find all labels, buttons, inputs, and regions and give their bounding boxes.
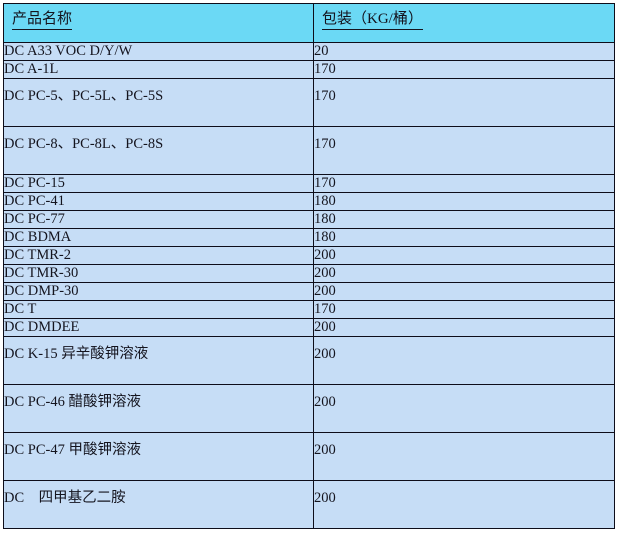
packaging-value-text: 180: [314, 211, 336, 227]
product-name-text: DC DMDEE: [4, 319, 80, 335]
product-name-text: DC TMR-2: [4, 247, 72, 263]
table-header: 产品名称 包装（KG/桶）: [3, 3, 615, 43]
cell-packaging-value: 200: [313, 246, 615, 265]
cell-packaging-value: 170: [313, 60, 615, 79]
product-name-text: DC PC-41: [4, 193, 65, 209]
packaging-value-text: 20: [314, 43, 329, 59]
cell-product-name: DC A33 VOC D/Y/W: [3, 42, 314, 61]
table-row: DC PC-5、PC-5L、PC-5S 170: [3, 78, 615, 127]
product-name-text: DC 四甲基乙二胺: [4, 490, 126, 506]
product-name-text: DC T: [4, 301, 37, 317]
table-row: DC DMP-30 200: [3, 282, 615, 301]
table-row: DC A-1L 170: [3, 60, 615, 79]
cell-packaging-value: 200: [313, 384, 615, 433]
packaging-value-text: 170: [314, 88, 336, 104]
packaging-value-text: 180: [314, 229, 336, 245]
table-row: DC TMR-30 200: [3, 264, 615, 283]
packaging-value-text: 170: [314, 175, 336, 191]
cell-packaging-value: 200: [313, 336, 615, 385]
product-name-text: DC PC-47 甲酸钾溶液: [4, 442, 141, 458]
cell-packaging-value: 200: [313, 432, 615, 481]
packaging-value-text: 200: [314, 247, 336, 263]
table-row: DC DMDEE 200: [3, 318, 615, 337]
product-name-text: DC PC-77: [4, 211, 65, 227]
cell-product-name: DC T: [3, 300, 314, 319]
table-row: DC PC-41 180: [3, 192, 615, 211]
cell-packaging-value: 170: [313, 126, 615, 175]
table-row: DC PC-47 甲酸钾溶液 200: [3, 432, 615, 481]
packaging-value-text: 170: [314, 136, 336, 152]
product-packaging-table: 产品名称 包装（KG/桶） DC A33 VOC D/Y/W 20 DC A-1L 1…: [3, 3, 615, 529]
product-name-text: DC A33 VOC D/Y/W: [4, 43, 133, 59]
column-header-packaging: 包装（KG/桶）: [313, 3, 615, 43]
cell-packaging-value: 180: [313, 228, 615, 247]
cell-product-name: DC 四甲基乙二胺: [3, 480, 314, 529]
packaging-value-text: 200: [314, 394, 336, 410]
packaging-value-text: 200: [314, 346, 336, 362]
cell-product-name: DC A-1L: [3, 60, 314, 79]
table-row: DC PC-77 180: [3, 210, 615, 229]
cell-product-name: DC DMP-30: [3, 282, 314, 301]
column-header-product-name-label: 产品名称: [12, 10, 73, 30]
table-row: DC A33 VOC D/Y/W 20: [3, 42, 615, 61]
cell-product-name: DC PC-77: [3, 210, 314, 229]
packaging-value-text: 200: [314, 319, 336, 335]
packaging-value-text: 200: [314, 283, 336, 299]
table-row: DC TMR-2 200: [3, 246, 615, 265]
product-name-text: DC PC-46 醋酸钾溶液: [4, 394, 141, 410]
cell-packaging-value: 20: [313, 42, 615, 61]
column-header-product-name: 产品名称: [3, 3, 314, 43]
cell-product-name: DC PC-5、PC-5L、PC-5S: [3, 78, 314, 127]
product-name-text: DC PC-8、PC-8L、PC-8S: [4, 136, 164, 152]
product-name-text: DC PC-15: [4, 175, 65, 191]
cell-product-name: DC BDMA: [3, 228, 314, 247]
cell-product-name: DC PC-15: [3, 174, 314, 193]
cell-packaging-value: 170: [313, 174, 615, 193]
cell-product-name: DC PC-41: [3, 192, 314, 211]
cell-product-name: DC K-15 异辛酸钾溶液: [3, 336, 314, 385]
cell-product-name: DC PC-47 甲酸钾溶液: [3, 432, 314, 481]
table-body: DC A33 VOC D/Y/W 20 DC A-1L 170 DC PC-5、PC-5…: [3, 42, 615, 529]
cell-product-name: DC PC-46 醋酸钾溶液: [3, 384, 314, 433]
product-name-text: DC PC-5、PC-5L、PC-5S: [4, 88, 164, 104]
product-name-text: DC A-1L: [4, 61, 59, 77]
table-row: DC PC-15 170: [3, 174, 615, 193]
cell-product-name: DC TMR-2: [3, 246, 314, 265]
product-name-text: DC BDMA: [4, 229, 72, 245]
table-row: DC BDMA 180: [3, 228, 615, 247]
packaging-value-text: 170: [314, 301, 336, 317]
table-header-row: 产品名称 包装（KG/桶）: [3, 3, 615, 43]
table-row: DC K-15 异辛酸钾溶液 200: [3, 336, 615, 385]
cell-packaging-value: 200: [313, 480, 615, 529]
cell-packaging-value: 180: [313, 210, 615, 229]
packaging-value-text: 200: [314, 442, 336, 458]
product-name-text: DC DMP-30: [4, 283, 79, 299]
cell-packaging-value: 200: [313, 264, 615, 283]
packaging-value-text: 170: [314, 61, 336, 77]
table-row: DC PC-46 醋酸钾溶液 200: [3, 384, 615, 433]
table-row: DC T 170: [3, 300, 615, 319]
cell-product-name: DC PC-8、PC-8L、PC-8S: [3, 126, 314, 175]
cell-packaging-value: 170: [313, 78, 615, 127]
product-packaging-table-container: 产品名称 包装（KG/桶） DC A33 VOC D/Y/W 20 DC A-1L 1…: [3, 3, 615, 529]
table-row: DC 四甲基乙二胺 200: [3, 480, 615, 529]
product-name-text: DC K-15 异辛酸钾溶液: [4, 346, 149, 362]
cell-packaging-value: 170: [313, 300, 615, 319]
cell-packaging-value: 200: [313, 282, 615, 301]
cell-product-name: DC DMDEE: [3, 318, 314, 337]
packaging-value-text: 180: [314, 193, 336, 209]
table-row: DC PC-8、PC-8L、PC-8S 170: [3, 126, 615, 175]
product-name-text: DC TMR-30: [4, 265, 79, 281]
cell-packaging-value: 200: [313, 318, 615, 337]
cell-product-name: DC TMR-30: [3, 264, 314, 283]
packaging-value-text: 200: [314, 490, 336, 506]
column-header-packaging-label: 包装（KG/桶）: [322, 10, 423, 30]
packaging-value-text: 200: [314, 265, 336, 281]
cell-packaging-value: 180: [313, 192, 615, 211]
